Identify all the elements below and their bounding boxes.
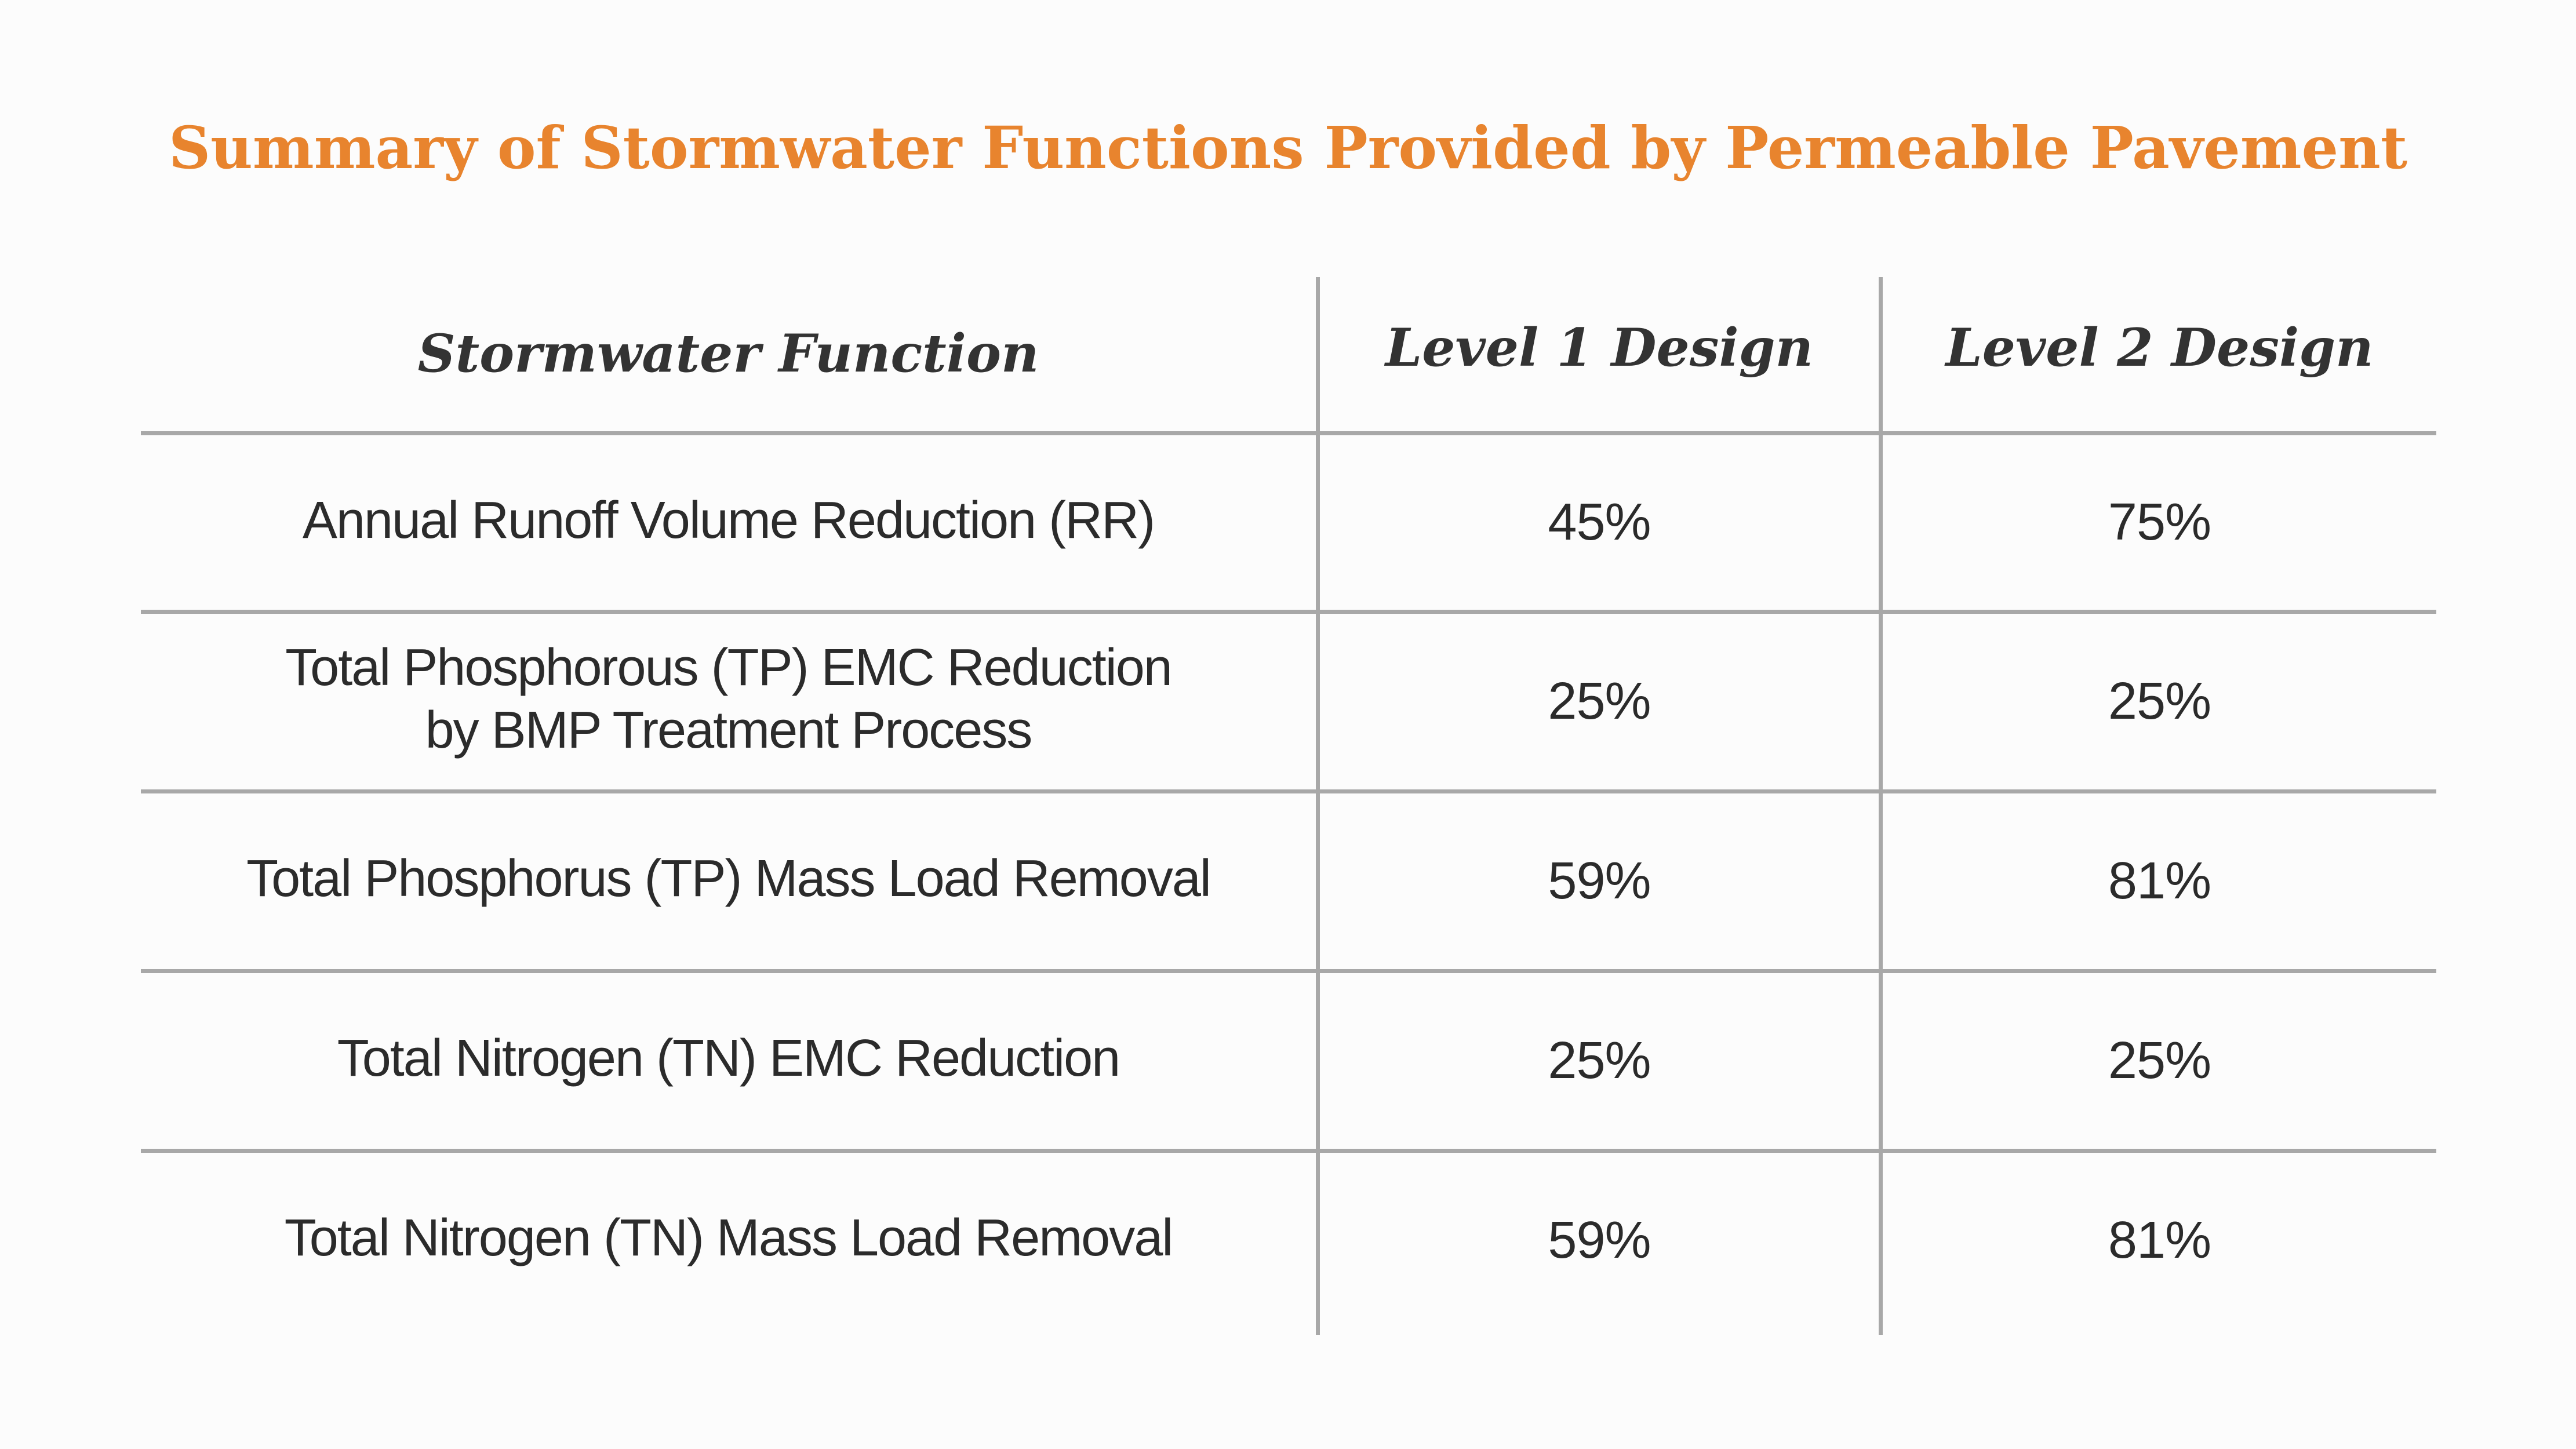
row-divider bbox=[141, 1149, 2436, 1153]
level-2-value: 25% bbox=[2108, 672, 2211, 730]
function-label: Total Phosphorus (TP) Mass Load Removal bbox=[246, 849, 1211, 908]
header-stormwater-function: Stormwater Function bbox=[417, 323, 1039, 384]
level-1-value: 45% bbox=[1548, 493, 1651, 551]
row-divider bbox=[141, 969, 2436, 973]
function-label: Total Nitrogen (TN) Mass Load Removal bbox=[284, 1208, 1174, 1267]
table-row-function: Total Nitrogen (TN) Mass Load Removal bbox=[141, 1153, 1316, 1323]
column-divider-1 bbox=[1316, 277, 1320, 1335]
level-2-value: 81% bbox=[2108, 1211, 2211, 1269]
function-label: Total Nitrogen (TN) EMC Reduction bbox=[337, 1029, 1120, 1087]
function-label: Annual Runoff Volume Reduction (RR) bbox=[302, 491, 1155, 549]
function-label-line-1: Total Phosphorous (TP) EMC Reduction bbox=[285, 638, 1173, 697]
row-divider bbox=[141, 610, 2436, 614]
table-row-function: Annual Runoff Volume Reduction (RR) bbox=[141, 435, 1316, 605]
function-label-line-2: by BMP Treatment Process bbox=[425, 701, 1033, 759]
table-row-function: Total Phosphorous (TP) EMC Reduction by … bbox=[141, 614, 1316, 784]
level-2-value: 75% bbox=[2108, 493, 2211, 551]
level-1-value: 59% bbox=[1548, 852, 1651, 910]
column-divider-2 bbox=[1879, 277, 1883, 1335]
table-title: Summary of Stormwater Functions Provided… bbox=[168, 114, 2408, 182]
level-2-value: 81% bbox=[2108, 852, 2211, 910]
table-row-function: Total Nitrogen (TN) EMC Reduction bbox=[141, 973, 1316, 1143]
header-level-1-design: Level 1 Design bbox=[1385, 317, 1814, 378]
table-row-function: Total Phosphorus (TP) Mass Load Removal bbox=[141, 793, 1316, 963]
level-1-value: 25% bbox=[1548, 672, 1651, 730]
level-1-value: 25% bbox=[1548, 1032, 1651, 1090]
header-level-2-design: Level 2 Design bbox=[1945, 317, 2374, 378]
row-divider bbox=[141, 431, 2436, 435]
row-divider bbox=[141, 789, 2436, 793]
level-1-value: 59% bbox=[1548, 1211, 1651, 1269]
level-2-value: 25% bbox=[2108, 1032, 2211, 1090]
